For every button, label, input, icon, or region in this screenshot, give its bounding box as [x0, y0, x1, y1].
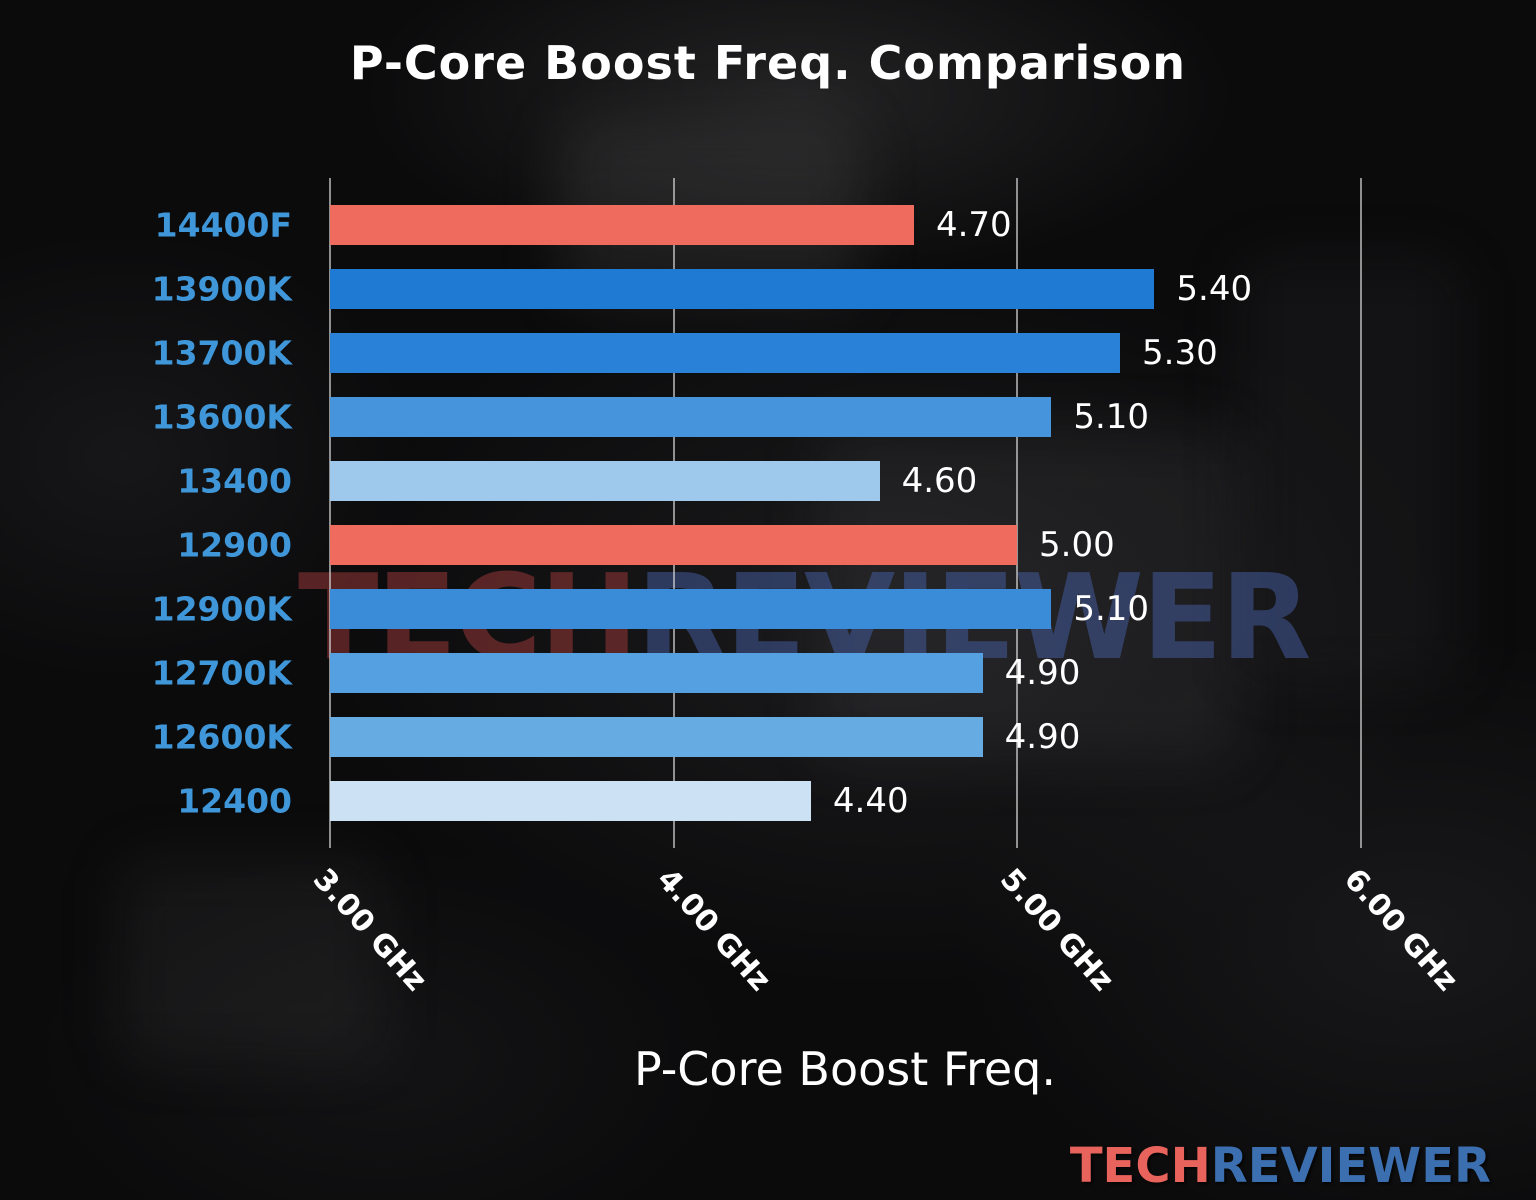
category-label: 13400: [177, 461, 292, 501]
brand-logo: TECHREVIEWER: [1070, 1138, 1491, 1194]
category-label: 13700K: [151, 333, 292, 373]
brand-reviewer: REVIEWER: [1210, 1138, 1491, 1194]
x-tick-label: 5.00 GHz: [992, 862, 1121, 999]
category-label: 12400: [177, 781, 292, 821]
bar: [330, 269, 1155, 309]
background-blur-blob: [120, 860, 380, 1060]
value-label: 4.70: [935, 205, 1012, 245]
x-axis-title: P-Core Boost Freq.: [633, 1042, 1057, 1096]
value-label: 5.30: [1142, 333, 1218, 373]
category-label: 12700K: [151, 653, 292, 693]
value-label: 5.40: [1176, 269, 1253, 309]
category-label: 12600K: [151, 717, 292, 757]
bar: [330, 653, 983, 693]
bar: [330, 205, 914, 245]
value-label: 5.10: [1073, 397, 1150, 437]
gridline: [1359, 178, 1362, 848]
x-tick-label: 3.00 GHz: [305, 862, 434, 999]
category-label: 13900K: [151, 269, 292, 309]
value-label: 5.10: [1073, 589, 1150, 629]
x-tick-label: 6.00 GHz: [1336, 862, 1464, 999]
bar: [330, 461, 880, 501]
bar: [330, 717, 983, 757]
bar: [330, 781, 811, 821]
gridline: [329, 178, 331, 848]
value-label: 4.60: [901, 461, 978, 501]
chart-title: P-Core Boost Freq. Comparison: [349, 36, 1187, 90]
value-label: 4.90: [1004, 653, 1081, 693]
bar: [330, 333, 1121, 373]
gridline: [1016, 178, 1018, 848]
brand-tech: TECH: [1069, 1138, 1211, 1194]
category-label: 14400F: [154, 205, 292, 245]
value-label: 5.00: [1039, 525, 1115, 565]
category-label: 13600K: [151, 397, 292, 437]
bar: [330, 589, 1052, 629]
gridline: [672, 178, 675, 848]
x-tick-label: 4.00 GHz: [649, 862, 777, 999]
value-label: 4.90: [1004, 717, 1081, 757]
background-blur-blob: [1240, 260, 1460, 680]
category-label: 12900K: [151, 589, 292, 629]
bar: [330, 397, 1052, 437]
bar: [330, 525, 1017, 565]
category-label: 12900: [177, 525, 292, 565]
value-label: 4.40: [832, 781, 909, 821]
